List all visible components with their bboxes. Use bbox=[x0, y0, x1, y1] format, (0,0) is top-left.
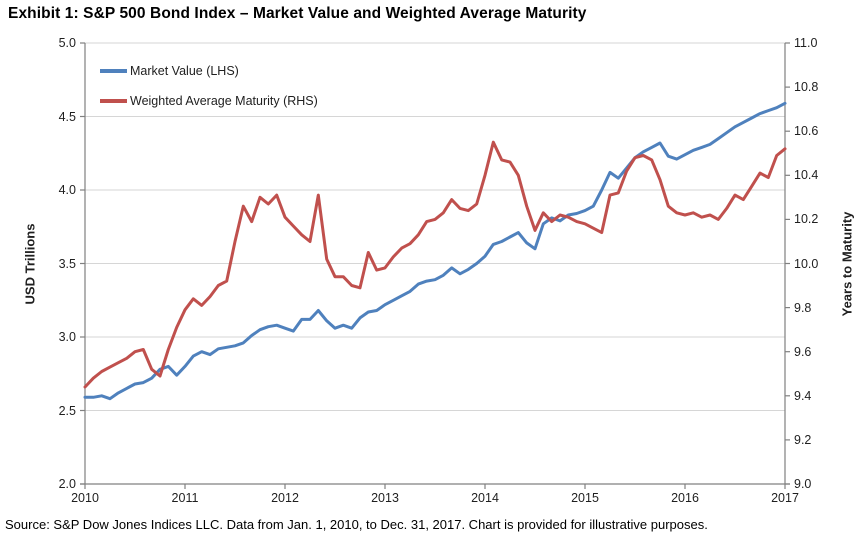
source-note: Source: S&P Dow Jones Indices LLC. Data … bbox=[5, 517, 708, 532]
x-axis-tick-label: 2013 bbox=[371, 491, 399, 505]
left-axis-tick-label: 3.0 bbox=[58, 330, 76, 344]
left-axis-tick-label: 3.5 bbox=[58, 256, 76, 271]
x-axis-tick-label: 2015 bbox=[571, 491, 599, 505]
x-axis-tick-label: 2010 bbox=[71, 491, 99, 505]
x-axis-tick-label: 2012 bbox=[271, 491, 299, 505]
market-value-line-swatch bbox=[100, 69, 127, 73]
right-axis-tick-label: 10.6 bbox=[794, 124, 819, 139]
maturity-line-swatch bbox=[100, 99, 127, 103]
x-axis-tick-label: 2016 bbox=[671, 491, 699, 505]
series-line-market-value bbox=[83, 101, 787, 401]
x-axis-tick-label: 2011 bbox=[171, 491, 199, 505]
right-axis-title: Years to Maturity bbox=[839, 211, 855, 317]
left-axis-title: USD Trillions bbox=[22, 223, 38, 305]
left-axis-tick-label: 2.5 bbox=[58, 403, 76, 418]
right-axis-tick-label: 10.8 bbox=[794, 80, 819, 95]
right-axis-tick-label: 9.0 bbox=[794, 477, 812, 491]
legend-item-market-value: Market Value (LHS) bbox=[100, 64, 239, 78]
left-axis-tick-label: 5.0 bbox=[58, 36, 76, 50]
right-axis-tick-label: 10.4 bbox=[794, 168, 819, 183]
legend-label-maturity: Weighted Average Maturity (RHS) bbox=[130, 94, 318, 108]
right-axis-tick-label: 10.2 bbox=[794, 212, 819, 227]
left-axis-tick-label: 4.5 bbox=[58, 109, 76, 124]
right-axis-tick-label: 9.6 bbox=[794, 344, 812, 359]
x-axis-tick-label: 2017 bbox=[771, 491, 799, 505]
series-line-maturity bbox=[83, 140, 787, 389]
left-axis-tick-label: 4.0 bbox=[58, 183, 76, 197]
legend-label-market-value: Market Value (LHS) bbox=[130, 64, 239, 78]
left-axis-tick-label: 2.0 bbox=[58, 477, 76, 491]
chart-title: Exhibit 1: S&P 500 Bond Index – Market V… bbox=[8, 5, 587, 22]
right-axis-tick-label: 9.2 bbox=[794, 432, 812, 447]
right-axis-tick-label: 9.4 bbox=[794, 388, 812, 403]
right-axis-tick-label: 11.0 bbox=[794, 36, 818, 50]
right-axis-tick-label: 10.0 bbox=[794, 256, 819, 271]
right-axis-tick-label: 9.8 bbox=[794, 300, 812, 315]
legend-item-maturity: Weighted Average Maturity (RHS) bbox=[100, 94, 318, 108]
x-axis-tick-label: 2014 bbox=[471, 491, 499, 505]
